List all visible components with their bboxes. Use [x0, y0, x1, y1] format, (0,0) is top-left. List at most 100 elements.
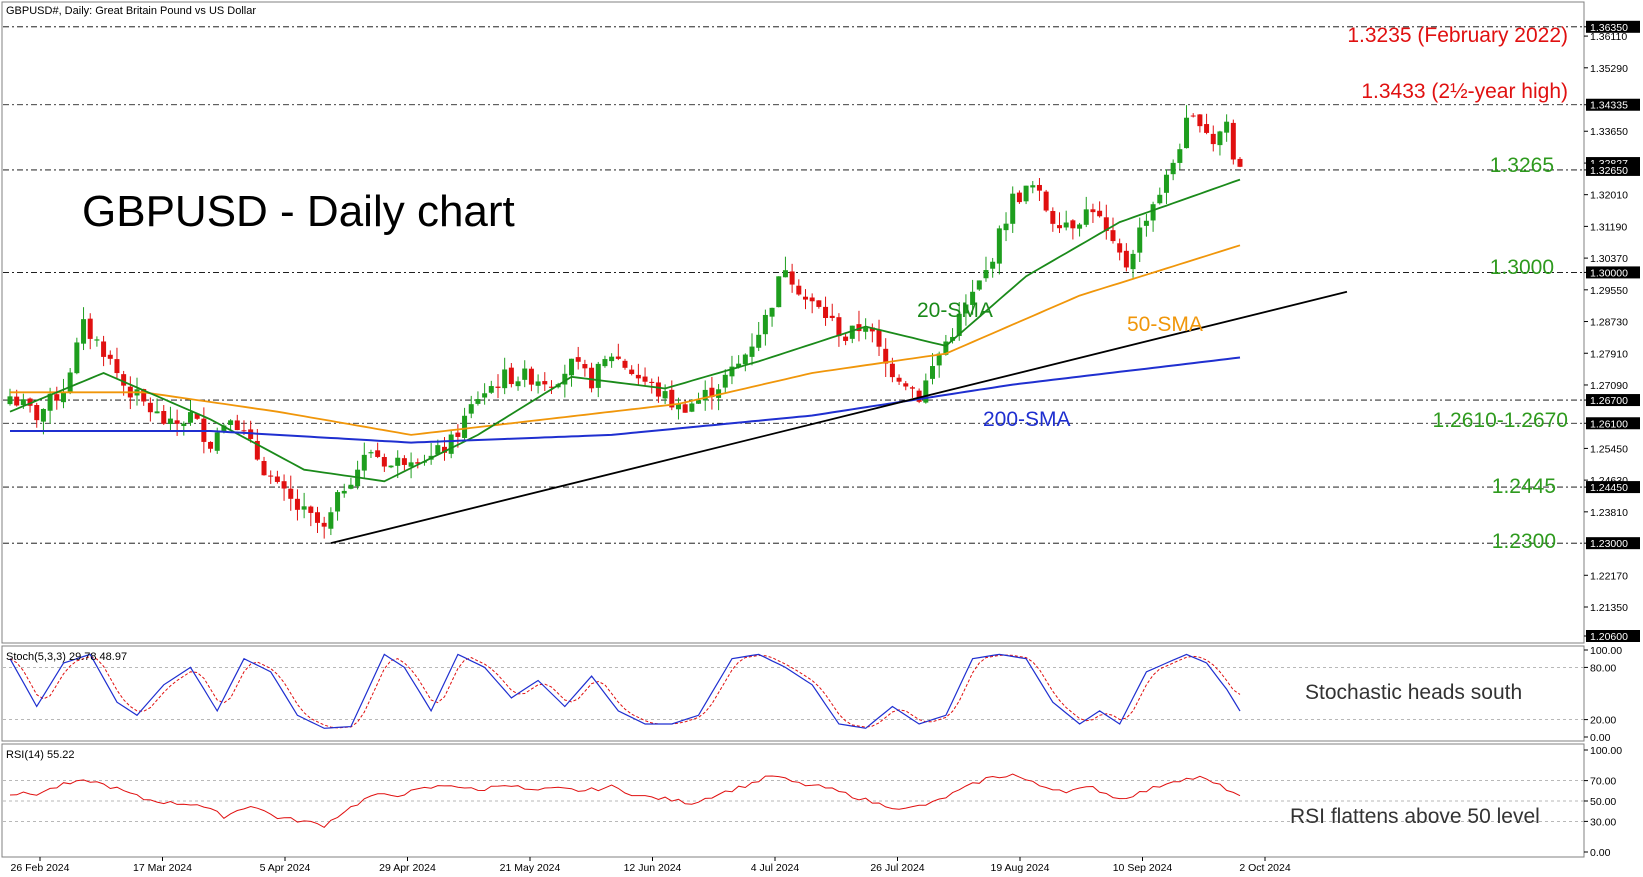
sma200-label: 200-SMA — [983, 408, 1071, 431]
candle-body — [662, 391, 668, 399]
candle-body — [147, 402, 153, 413]
rsi-panel — [1, 743, 1585, 858]
candle-body — [1163, 174, 1169, 193]
date-tick-label: 2 Oct 2024 — [1239, 862, 1291, 874]
candle-body — [749, 346, 755, 357]
candle-body — [976, 280, 982, 290]
candle-body — [1097, 210, 1103, 217]
date-tick-label: 21 May 2024 — [500, 862, 561, 874]
date-tick-label: 4 Jul 2024 — [751, 862, 800, 874]
rsi-tick-label: 50.00 — [1590, 796, 1616, 808]
candle-body — [408, 462, 414, 467]
candle-body — [515, 381, 521, 387]
candle-body — [776, 276, 782, 308]
candle-body — [696, 400, 702, 404]
candle-body — [448, 434, 454, 454]
level-label-4: 1.3000 — [1490, 256, 1554, 279]
date-tick-label: 26 Jul 2024 — [870, 862, 924, 874]
candle-body — [47, 393, 53, 411]
candle-body — [1036, 184, 1042, 191]
price-box — [1586, 537, 1640, 550]
sma20-line — [9, 178, 1241, 483]
candle-body — [94, 339, 100, 341]
candle-body — [254, 440, 260, 460]
candle-body — [1050, 211, 1056, 224]
candle-body — [548, 386, 554, 388]
price-box — [1586, 481, 1640, 494]
price-tick-label: 1.30000 — [1590, 267, 1628, 279]
stoch-tick-label: 0.00 — [1590, 732, 1611, 744]
candle-body — [161, 411, 167, 424]
candle-body — [849, 325, 855, 339]
candle-body — [348, 484, 354, 489]
candle-body — [836, 317, 842, 337]
price-tick-label: 1.25450 — [1590, 443, 1628, 455]
candle-body — [863, 327, 869, 332]
candle-body — [936, 353, 942, 366]
candle-body — [395, 457, 401, 466]
candle-body — [415, 462, 421, 464]
candle-body — [1117, 243, 1123, 253]
candle-body — [74, 342, 80, 374]
sma50-label: 50-SMA — [1127, 313, 1203, 336]
candle-body — [716, 389, 722, 398]
candle-body — [401, 458, 407, 465]
candle-body — [729, 366, 735, 377]
candle-body — [876, 329, 882, 347]
candle-body — [335, 492, 341, 512]
candle-body — [381, 457, 387, 467]
candle-body — [1177, 149, 1183, 163]
candle-body — [622, 360, 628, 368]
candle-body — [194, 413, 200, 419]
candle-body — [756, 334, 762, 348]
candle-body — [221, 425, 227, 432]
candle-body — [896, 377, 902, 382]
candle-body — [950, 336, 956, 341]
candle-body — [709, 387, 715, 397]
candle-body — [1204, 124, 1210, 133]
date-tick-label: 29 Apr 2024 — [379, 862, 436, 874]
candle-body — [462, 415, 468, 438]
price-box — [1586, 266, 1640, 279]
candle-body — [388, 465, 394, 468]
candle-body — [990, 261, 996, 269]
candle-body — [1110, 230, 1116, 242]
candle-body — [769, 307, 775, 317]
candle-body — [187, 412, 193, 423]
candle-body — [649, 381, 655, 383]
candle-body — [843, 336, 849, 341]
candle-body — [34, 404, 40, 421]
candle-body — [669, 389, 675, 408]
candle-body — [569, 358, 575, 376]
candle-body — [1070, 220, 1076, 229]
candle-body — [1083, 209, 1089, 225]
candle-body — [442, 446, 448, 453]
candle-body — [1010, 193, 1016, 224]
candle-body — [642, 376, 648, 382]
candle-body — [281, 481, 287, 489]
candle-body — [1090, 209, 1096, 213]
candle-body — [468, 404, 474, 414]
rsi-tick-label: 0.00 — [1590, 847, 1611, 859]
candle-body — [1123, 250, 1129, 268]
candle-body — [943, 341, 949, 355]
rsi-tick-label: 70.00 — [1590, 776, 1616, 788]
candle-body — [823, 306, 829, 319]
candle-body — [528, 368, 534, 385]
candle-body — [589, 367, 595, 389]
price-tick-label: 1.29550 — [1590, 285, 1628, 297]
candle-body — [903, 383, 909, 387]
price-tick-label: 1.21350 — [1590, 602, 1628, 614]
candle-body — [482, 393, 488, 398]
price-box — [1586, 417, 1640, 430]
candle-body — [829, 315, 835, 318]
price-tick-label: 1.32650 — [1590, 165, 1628, 177]
candle-body — [722, 374, 728, 388]
sma20-label: 20-SMA — [917, 299, 993, 322]
candle-body — [101, 341, 107, 357]
candle-body — [274, 476, 280, 482]
candle-body — [883, 348, 889, 364]
price-tick-label: 1.22170 — [1590, 570, 1628, 582]
candle-body — [1230, 122, 1236, 160]
